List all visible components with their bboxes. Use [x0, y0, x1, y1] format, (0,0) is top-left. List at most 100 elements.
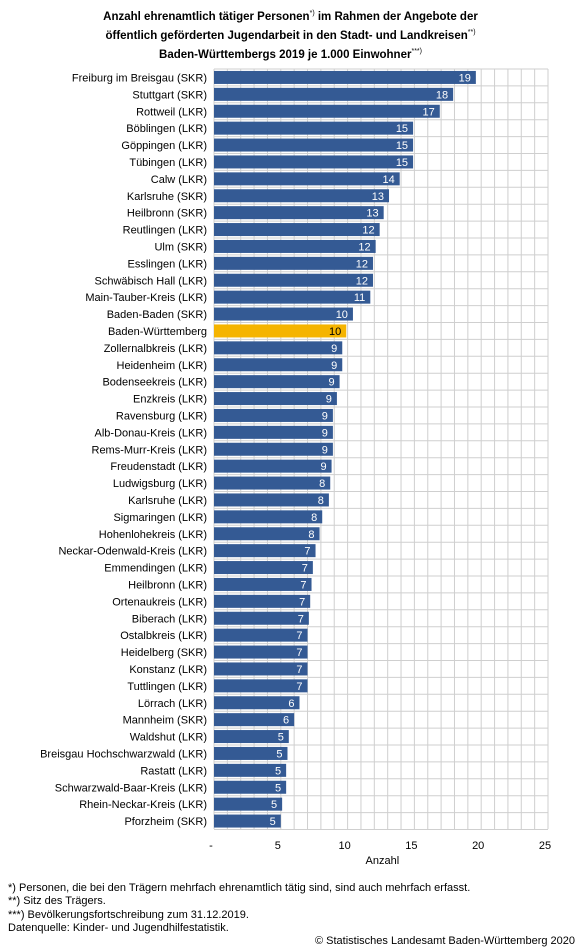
category-label: Sigmaringen (LKR): [113, 512, 207, 524]
data-label: 7: [302, 563, 308, 575]
bar: [214, 628, 308, 642]
data-label: 9: [331, 360, 337, 372]
x-tick-label: -: [209, 840, 213, 852]
category-label: Biberach (LKR): [132, 613, 207, 625]
bar: [214, 172, 400, 186]
copyright-notice: © Statistisches Landesamt Baden-Württemb…: [314, 935, 575, 947]
category-label: Heilbronn (SKR): [127, 208, 207, 220]
bar: [214, 662, 308, 676]
data-label: 17: [423, 106, 435, 118]
category-label: Heilbronn (LKR): [128, 579, 207, 591]
data-label: 7: [299, 596, 305, 608]
bar: [214, 442, 333, 456]
category-label: Konstanz (LKR): [129, 664, 207, 676]
category-label: Heidenheim (LKR): [117, 360, 207, 372]
category-label: Stuttgart (SKR): [132, 89, 207, 101]
data-label: 5: [270, 816, 276, 828]
data-label: 12: [356, 275, 368, 287]
data-label: 5: [276, 748, 282, 760]
data-label: 9: [328, 377, 334, 389]
data-label: 7: [296, 630, 302, 642]
data-label: 7: [304, 546, 310, 558]
data-label: 15: [396, 123, 408, 135]
bar: [214, 814, 281, 828]
data-label: 7: [298, 613, 304, 625]
category-label: Calw (LKR): [151, 174, 207, 186]
bar: [214, 459, 332, 473]
data-label: 5: [271, 799, 277, 811]
bar: [214, 730, 289, 744]
category-label: Zollernalbkreis (LKR): [104, 343, 207, 355]
category-label: Rems-Murr-Kreis (LKR): [92, 444, 208, 456]
data-label: 8: [311, 512, 317, 524]
data-label: 18: [436, 89, 448, 101]
title-line-3: Baden-Württembergs 2019 je 1.000 Einwohn…: [159, 47, 422, 61]
bar: [214, 104, 440, 118]
data-label: 10: [336, 309, 348, 321]
category-label: Ostalbkreis (LKR): [120, 630, 207, 642]
bar: [214, 239, 376, 253]
x-tick-label: 25: [539, 840, 551, 852]
category-label: Baden-Baden (SKR): [107, 309, 207, 321]
bar: [214, 746, 288, 760]
bar: [214, 223, 380, 237]
data-label: 11: [354, 292, 365, 304]
category-label: Hohenlohekreis (LKR): [99, 529, 207, 541]
bar: [214, 307, 353, 321]
data-label: 9: [331, 343, 337, 355]
data-label: 12: [356, 258, 368, 270]
bar: [214, 780, 287, 794]
data-label: 9: [322, 427, 328, 439]
data-label: 6: [288, 698, 294, 710]
bar: [214, 290, 371, 304]
bar: [214, 493, 329, 507]
title-line-1: Anzahl ehrenamtlich tätiger Personen*) i…: [103, 10, 478, 23]
category-label: Karlsruhe (SKR): [127, 191, 207, 203]
data-source: Datenquelle: Kinder- und Jugendhilfestat…: [8, 921, 229, 934]
bar: [214, 87, 454, 101]
category-label: Bodenseekreis (LKR): [102, 377, 207, 389]
footnote-2: **) Sitz des Trägers.: [8, 895, 106, 908]
bar: [214, 408, 333, 422]
bar: [214, 510, 323, 524]
bar: [214, 375, 340, 389]
bar: [214, 138, 414, 152]
category-label: Baden-Württemberg: [108, 326, 207, 338]
data-label: 14: [382, 174, 394, 186]
data-label: 19: [459, 72, 471, 84]
data-label: 13: [372, 191, 384, 203]
bar: [214, 763, 287, 777]
bar: [214, 527, 320, 541]
data-label: 12: [362, 225, 374, 237]
data-label: 5: [278, 732, 284, 744]
data-label: 10: [329, 326, 341, 338]
bar: [214, 476, 331, 490]
x-tick-label: 20: [472, 840, 484, 852]
category-label: Freudenstadt (LKR): [110, 461, 207, 473]
data-label: 13: [366, 208, 378, 220]
bar: [214, 189, 390, 203]
bar: [214, 577, 312, 591]
category-label: Rottweil (LKR): [136, 106, 207, 118]
x-axis-ticks: - 5 10 15 20 25: [209, 840, 551, 852]
bar: [214, 425, 333, 439]
bar: [214, 155, 414, 169]
x-tick-label: 10: [338, 840, 350, 852]
data-label: 7: [296, 681, 302, 693]
bar: [214, 70, 476, 84]
data-label: 8: [318, 495, 324, 507]
title-line-2: öffentlich geförderten Jugendarbeit in d…: [105, 28, 476, 42]
category-label: Reutlingen (LKR): [123, 225, 207, 237]
category-label: Neckar-Odenwald-Kreis (LKR): [58, 546, 207, 558]
bar: [214, 645, 308, 659]
category-labels: Freiburg im Breisgau (SKR) Stuttgart (SKR…: [40, 72, 207, 828]
x-tick-label: 15: [405, 840, 417, 852]
category-label: Ortenaukreis (LKR): [112, 596, 207, 608]
bar: [214, 797, 283, 811]
data-label: 9: [320, 461, 326, 473]
category-label: Ludwigsburg (LKR): [113, 478, 207, 490]
bar: [214, 206, 384, 220]
bar: [214, 256, 373, 270]
bar: [214, 679, 308, 693]
data-label: 5: [275, 765, 281, 777]
